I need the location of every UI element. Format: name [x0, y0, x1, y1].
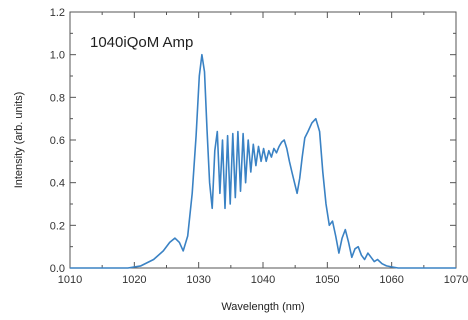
- x-tick-label: 1010: [58, 274, 82, 286]
- x-axis-title: Wavelength (nm): [221, 301, 304, 313]
- y-tick-label: 1.0: [50, 50, 65, 62]
- x-tick-label: 1050: [315, 274, 339, 286]
- x-tick-label: 1040: [251, 274, 275, 286]
- y-tick-label: 0.4: [50, 178, 65, 190]
- y-tick-label: 0.8: [50, 92, 65, 104]
- x-tick-labels: 1010 1020 1030 1040 1050 1060 1070: [58, 274, 468, 286]
- x-tick-label: 1070: [444, 274, 468, 286]
- y-tick-label: 1.2: [50, 7, 65, 19]
- y-axis-title: Intensity (arb. units): [13, 92, 25, 189]
- series-line: [70, 53, 456, 269]
- chart-annotation: 1040iQoM Amp: [90, 34, 193, 51]
- x-tick-label: 1030: [186, 274, 210, 286]
- y-tick-label: 0.0: [50, 263, 65, 275]
- y-tick-label: 0.2: [50, 220, 65, 232]
- x-tick-label: 1060: [379, 274, 403, 286]
- x-ticks: [69, 12, 457, 268]
- y-tick-label: 0.6: [50, 135, 65, 147]
- x-tick-label: 1020: [122, 274, 146, 286]
- y-tick-labels: 0.0 0.2 0.4 0.6 0.8 1.0 1.2: [50, 7, 65, 275]
